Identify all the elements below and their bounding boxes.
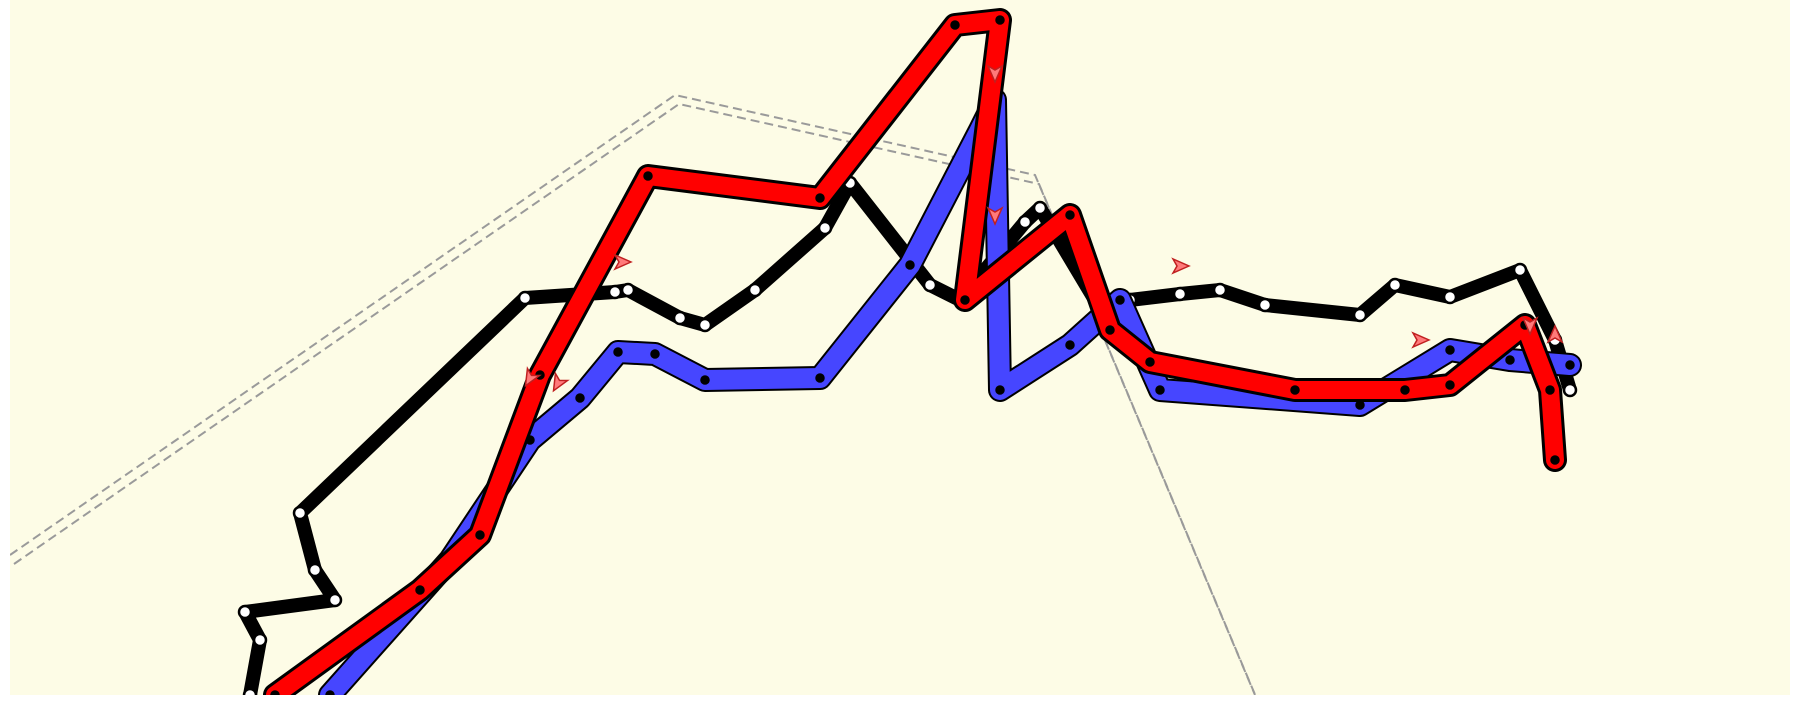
black-route-node[interactable]: [307, 562, 323, 578]
black-route-node[interactable]: [1562, 382, 1578, 398]
red-route-node[interactable]: [1542, 382, 1558, 398]
black-route-node[interactable]: [607, 284, 623, 300]
black-route-node[interactable]: [697, 317, 713, 333]
route-map-svg[interactable]: [10, 0, 1790, 695]
red-route-node[interactable]: [1547, 452, 1563, 468]
black-route-node[interactable]: [620, 282, 636, 298]
blue-route-node[interactable]: [812, 370, 828, 386]
direction-arrow-icon: [524, 366, 542, 388]
black-route-node[interactable]: [747, 282, 763, 298]
black-route-node[interactable]: [1172, 286, 1188, 302]
direction-arrow-icon: [986, 64, 1004, 84]
red-route-node[interactable]: [1287, 382, 1303, 398]
direction-arrow-icon: [986, 206, 1004, 226]
blue-route-node[interactable]: [992, 382, 1008, 398]
red-route-node[interactable]: [267, 687, 283, 695]
blue-route-node[interactable]: [697, 372, 713, 388]
direction-markers-layer: [524, 64, 1564, 393]
red-route-node[interactable]: [472, 527, 488, 543]
red-route-node[interactable]: [812, 190, 828, 206]
blue-route-node[interactable]: [1502, 352, 1518, 368]
black-route-node[interactable]: [1032, 200, 1048, 216]
black-route-node[interactable]: [1352, 307, 1368, 323]
black-route-node[interactable]: [327, 592, 343, 608]
direction-arrow-icon: [1171, 257, 1191, 275]
red-route-node[interactable]: [957, 292, 973, 308]
black-route-node[interactable]: [1387, 277, 1403, 293]
blue-route-node[interactable]: [322, 687, 338, 695]
blue-route-node[interactable]: [647, 346, 663, 362]
red-route-node[interactable]: [1062, 207, 1078, 223]
blue-route-node[interactable]: [610, 344, 626, 360]
red-route-node[interactable]: [412, 582, 428, 598]
black-route-layer: [237, 175, 1578, 695]
blue-route-node[interactable]: [1442, 342, 1458, 358]
black-route-node[interactable]: [922, 277, 938, 293]
red-route-node[interactable]: [947, 17, 963, 33]
black-route-node[interactable]: [517, 290, 533, 306]
boundary-layer: [10, 93, 1257, 695]
black-route-node[interactable]: [1257, 297, 1273, 313]
red-route-node[interactable]: [1102, 322, 1118, 338]
black-route-node[interactable]: [1212, 282, 1228, 298]
blue-route-node[interactable]: [1152, 382, 1168, 398]
red-route-node[interactable]: [1142, 354, 1158, 370]
direction-arrow-icon: [1521, 316, 1539, 336]
direction-arrow-icon: [1546, 324, 1564, 344]
red-route-layer: [263, 8, 1567, 695]
blue-route-node[interactable]: [902, 257, 918, 273]
red-route-line: [266, 11, 1564, 695]
black-route-node[interactable]: [672, 310, 688, 326]
black-route-node[interactable]: [292, 505, 308, 521]
black-route-node[interactable]: [1442, 289, 1458, 305]
blue-route-node[interactable]: [1062, 337, 1078, 353]
black-route-node[interactable]: [1512, 262, 1528, 278]
boundary-line-inner: [13, 102, 1257, 695]
blue-route-node[interactable]: [1112, 292, 1128, 308]
blue-route-node[interactable]: [1562, 357, 1578, 373]
direction-arrow-icon: [613, 253, 633, 271]
route-map-canvas[interactable]: [10, 0, 1790, 695]
black-route-node[interactable]: [817, 220, 833, 236]
black-route-node[interactable]: [242, 687, 258, 695]
direction-arrow-icon: [1411, 331, 1431, 349]
direction-arrow-icon: [552, 371, 570, 393]
blue-route-node[interactable]: [572, 390, 588, 406]
red-route-node[interactable]: [640, 168, 656, 184]
black-route-node[interactable]: [237, 604, 253, 620]
red-route-node[interactable]: [1442, 377, 1458, 393]
black-route-node[interactable]: [1017, 214, 1033, 230]
red-route-node[interactable]: [1397, 382, 1413, 398]
red-route-node[interactable]: [992, 12, 1008, 28]
black-route-node[interactable]: [252, 632, 268, 648]
